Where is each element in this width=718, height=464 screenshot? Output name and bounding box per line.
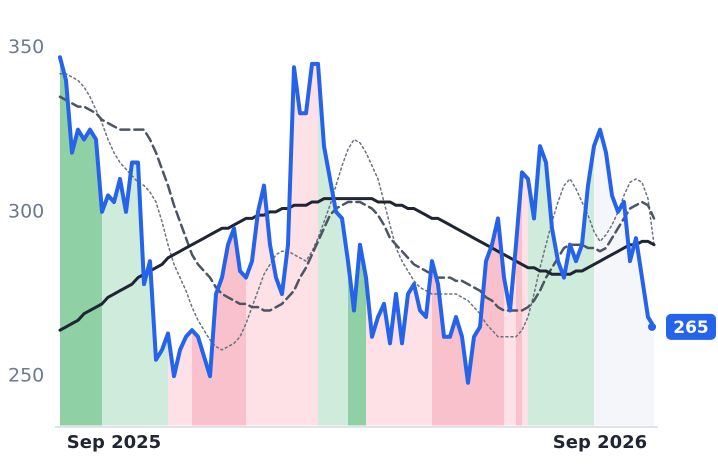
shade-area xyxy=(558,261,564,426)
shade-area xyxy=(126,162,132,426)
shade-area xyxy=(588,146,594,426)
shade-area xyxy=(648,317,654,426)
shade-area xyxy=(90,129,96,426)
shade-area xyxy=(72,129,78,426)
shade-area xyxy=(594,129,600,426)
shade-area xyxy=(552,228,558,426)
shade-area xyxy=(522,172,528,426)
shade-area xyxy=(192,330,198,426)
shade-area xyxy=(144,261,150,426)
shade-area xyxy=(318,63,324,426)
long-average-line xyxy=(58,197,656,332)
shade-area xyxy=(102,195,108,426)
shade-area xyxy=(510,244,516,426)
mid-average-line xyxy=(58,95,656,312)
shade-area xyxy=(420,310,426,426)
shade-area xyxy=(606,152,612,426)
shade-area xyxy=(156,349,162,426)
shade-area xyxy=(228,228,234,426)
shade-area xyxy=(528,178,534,426)
shade-area xyxy=(414,284,420,426)
shade-area xyxy=(354,244,360,426)
shade-area xyxy=(456,317,462,426)
shade-area xyxy=(108,195,114,426)
shade-area xyxy=(306,63,312,426)
shade-area xyxy=(246,261,252,426)
shade-area xyxy=(372,317,378,426)
shade-area xyxy=(336,211,342,426)
shade-area xyxy=(570,244,576,426)
shade-area xyxy=(444,336,450,426)
shade-area xyxy=(234,228,240,426)
shade-area xyxy=(450,317,456,426)
shade-area xyxy=(636,238,642,426)
shade-area xyxy=(390,294,396,426)
y-tick-label: 350 xyxy=(8,36,44,58)
shade-area xyxy=(252,211,258,426)
shade-area xyxy=(78,129,84,426)
shade-area xyxy=(360,244,366,426)
y-tick-label: 250 xyxy=(8,365,44,387)
shade-area xyxy=(342,218,348,426)
shade-area xyxy=(486,244,492,426)
shade-area xyxy=(294,67,300,426)
shade-area xyxy=(504,277,510,426)
shade-area xyxy=(426,261,432,426)
shade-area xyxy=(600,129,606,426)
last-value-badge xyxy=(666,313,716,340)
shade-area xyxy=(174,349,180,426)
shade-area xyxy=(480,261,486,426)
labels: 250 300 350 Sep 2025 Sep 2026 265 xyxy=(8,36,716,453)
shade-area xyxy=(198,336,204,426)
shade-area xyxy=(216,277,222,426)
shade-area xyxy=(618,201,624,426)
shade-area xyxy=(324,146,330,426)
x-tick-label: Sep 2026 xyxy=(553,432,647,453)
price-line xyxy=(58,55,656,385)
last-value-label: 265 xyxy=(673,318,709,338)
shade-area xyxy=(258,185,264,426)
shade-area xyxy=(396,294,402,426)
shade-area xyxy=(408,284,414,426)
shade-area xyxy=(114,178,120,426)
y-tick-label: 300 xyxy=(8,200,44,222)
shade-area xyxy=(378,303,384,426)
shade-area xyxy=(186,330,192,426)
shade-area xyxy=(432,261,438,426)
shade-area xyxy=(330,178,336,426)
last-point xyxy=(648,322,656,331)
shade-area xyxy=(132,162,138,426)
shade-area xyxy=(576,244,582,426)
shade-area xyxy=(402,294,408,426)
shade-area xyxy=(300,113,306,426)
x-tick-label: Sep 2025 xyxy=(67,432,161,453)
shade-area xyxy=(120,178,126,426)
shade-area xyxy=(240,271,246,426)
shade-area xyxy=(180,336,186,426)
shade-area xyxy=(276,277,282,426)
lines xyxy=(58,55,656,385)
shade-area xyxy=(84,129,90,426)
short-average-line xyxy=(59,73,655,351)
shade-area xyxy=(270,244,276,426)
regime-shading xyxy=(60,57,654,426)
shade-area xyxy=(60,57,66,426)
shade-area xyxy=(366,277,372,426)
shade-area xyxy=(66,80,72,426)
shade-area xyxy=(564,244,570,426)
shade-area xyxy=(474,326,480,426)
shade-area xyxy=(630,238,636,426)
shade-area xyxy=(492,218,498,426)
shade-area xyxy=(222,244,228,426)
shade-area xyxy=(438,284,444,426)
shade-area xyxy=(162,333,168,426)
